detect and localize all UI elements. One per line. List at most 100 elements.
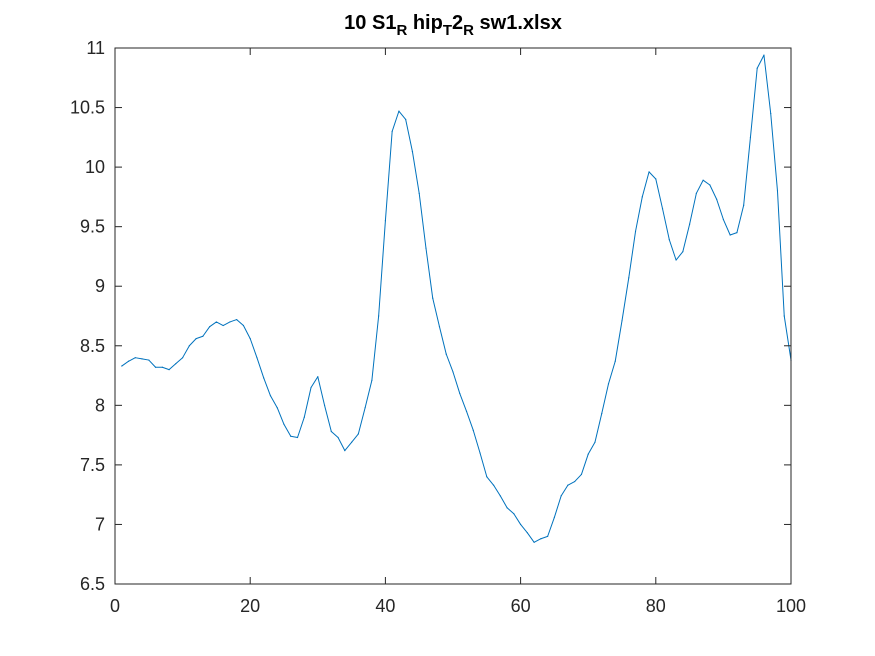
data-point	[405, 118, 407, 121]
y-tick-label: 10.5	[70, 98, 105, 118]
data-point	[621, 320, 623, 322]
x-axis: 0 20 40 60 80 100	[110, 48, 806, 616]
data-point	[722, 218, 725, 221]
y-tick-label: 7	[95, 514, 105, 534]
axes-box	[114, 47, 792, 585]
data-point	[675, 259, 677, 261]
data-point	[574, 480, 576, 483]
data-point	[378, 315, 380, 317]
data-point	[452, 371, 454, 373]
y-axis: 6.5 7 7.5 8 8.5 9 9.5 10 10.5 11	[70, 38, 791, 594]
data-point	[222, 324, 224, 327]
y-tick-label: 9	[95, 276, 105, 296]
data-point	[418, 192, 420, 194]
data-point	[134, 357, 136, 359]
y-tick-label: 9.5	[80, 217, 105, 237]
data-point	[168, 369, 170, 371]
data-point	[770, 112, 772, 115]
data-point	[526, 532, 528, 534]
data-point	[323, 404, 326, 406]
data-point	[337, 436, 339, 439]
data-point	[182, 357, 184, 359]
data-point	[594, 441, 596, 443]
x-tick-label: 20	[240, 596, 260, 616]
data-point	[276, 407, 278, 409]
x-tick-label: 100	[776, 596, 806, 616]
y-tick-label: 8	[95, 395, 105, 415]
data-point	[641, 196, 643, 198]
data-point	[756, 67, 758, 69]
data-point	[236, 318, 238, 321]
data-point	[587, 453, 589, 455]
data-point	[655, 178, 657, 180]
data-point	[351, 441, 353, 443]
data-point	[540, 538, 542, 540]
data-point	[459, 392, 461, 395]
data-point	[580, 473, 583, 476]
data-point	[127, 360, 130, 362]
data-point	[749, 136, 752, 138]
data-point	[560, 495, 562, 497]
data-point	[445, 353, 447, 355]
data-point	[486, 476, 488, 478]
x-tick-label: 0	[110, 596, 120, 616]
data-point	[716, 198, 718, 200]
data-point	[411, 151, 414, 153]
data-point	[283, 423, 285, 425]
y-tick-label: 6.5	[80, 574, 105, 594]
data-point	[384, 220, 386, 222]
data-point	[607, 383, 610, 385]
data-point	[763, 54, 765, 56]
y-tick-label: 7.5	[80, 455, 105, 475]
data-point	[553, 516, 556, 518]
y-tick-label: 8.5	[80, 336, 105, 356]
data-point	[783, 315, 785, 317]
data-point	[154, 366, 157, 368]
data-point	[628, 277, 630, 279]
plot-area	[115, 48, 791, 584]
series-line	[121, 54, 792, 543]
data-point	[242, 324, 245, 327]
data-point	[317, 376, 319, 378]
data-point	[310, 386, 312, 389]
data-point	[209, 326, 211, 328]
data-point	[499, 495, 501, 497]
data-point	[398, 110, 400, 112]
data-point	[689, 223, 691, 225]
y-tick-label: 10	[85, 157, 105, 177]
data-point	[303, 416, 305, 418]
data-point	[161, 366, 163, 368]
data-point	[438, 326, 441, 328]
data-point	[215, 321, 217, 323]
data-point	[371, 379, 373, 381]
data-point	[506, 507, 508, 509]
data-point	[296, 436, 299, 439]
series-layer	[121, 54, 792, 543]
data-point	[520, 523, 522, 526]
data-point	[357, 433, 359, 435]
data-point	[736, 232, 738, 234]
y-tick-label: 11	[86, 38, 105, 58]
data-point	[290, 435, 292, 437]
data-point	[256, 357, 258, 359]
data-point	[479, 452, 481, 454]
data-point	[547, 535, 549, 537]
data-point	[195, 338, 197, 340]
data-point	[148, 359, 150, 361]
data-point	[188, 345, 190, 347]
data-point	[432, 297, 434, 299]
data-point	[702, 179, 704, 181]
data-point	[330, 430, 332, 433]
data-point	[567, 484, 569, 486]
data-point	[344, 450, 346, 452]
data-point	[661, 208, 664, 210]
data-point	[269, 395, 272, 397]
data-point	[249, 338, 251, 340]
data-point	[492, 484, 495, 486]
data-point	[175, 363, 177, 365]
data-point	[533, 541, 535, 543]
data-point	[648, 171, 650, 173]
data-point	[229, 321, 231, 323]
data-point	[141, 358, 143, 360]
